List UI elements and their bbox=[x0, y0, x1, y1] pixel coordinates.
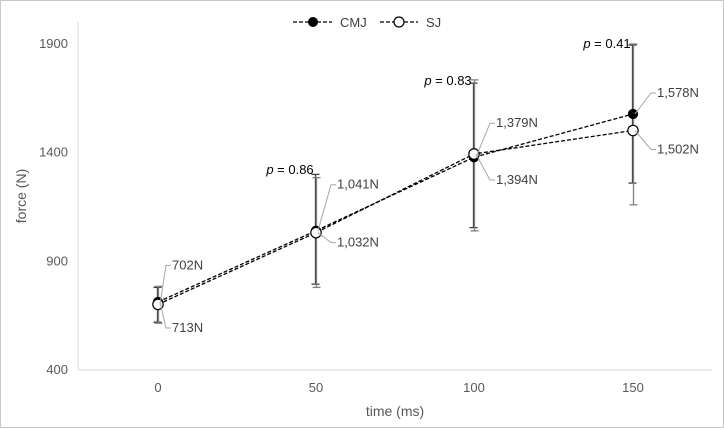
x-tick-label: 50 bbox=[309, 380, 323, 395]
data-label-cmj: 1,041N bbox=[337, 177, 379, 192]
x-tick-label: 0 bbox=[154, 380, 161, 395]
data-label-sj: 1,032N bbox=[337, 235, 379, 250]
data-point-sj bbox=[627, 124, 639, 137]
x-tick-label: 150 bbox=[622, 380, 644, 395]
label-leader-line bbox=[634, 92, 656, 115]
label-leader-line bbox=[317, 232, 336, 244]
label-leader-line bbox=[159, 301, 171, 329]
data-label-cmj: 713N bbox=[172, 320, 203, 335]
series-layer bbox=[152, 108, 639, 311]
data-label-cmj: 1,578N bbox=[657, 85, 699, 100]
label-leader-line bbox=[475, 122, 495, 158]
legend-sj-label: SJ bbox=[426, 15, 441, 30]
y-tick-label: 900 bbox=[46, 253, 68, 268]
legend-cmj-marker bbox=[308, 17, 318, 27]
x-axis-title: time (ms) bbox=[366, 403, 424, 419]
label-leader-line bbox=[634, 130, 656, 150]
data-label-sj: 1,394N bbox=[496, 172, 538, 187]
series-line-cmj bbox=[157, 113, 634, 303]
data-point-cmj bbox=[627, 108, 639, 120]
legend: CMJ SJ bbox=[293, 15, 441, 30]
y-tick-label: 1900 bbox=[39, 36, 68, 51]
p-value-text: = 0.86 bbox=[274, 162, 314, 177]
label-leader-line bbox=[159, 264, 171, 305]
ticks-layer: 400 900 1400 1900 0 50 100 150 bbox=[39, 36, 644, 395]
series-line-sj bbox=[157, 129, 634, 305]
p-value-text: = 0.41 bbox=[591, 36, 631, 51]
data-label-cmj: 1,379N bbox=[496, 115, 538, 130]
data-label-sj: 1,502N bbox=[657, 141, 699, 156]
label-layer: 713N 1,041N 1,379N 1,578N 702N 1,032N 1,394N 1,… bbox=[172, 85, 699, 335]
x-tick-label: 100 bbox=[463, 380, 485, 395]
legend-sj-marker bbox=[393, 16, 405, 28]
p-value-text: = 0.83 bbox=[432, 73, 472, 88]
p-symbol: p bbox=[423, 73, 431, 88]
p-value-annotation: p = 0.86 bbox=[265, 162, 313, 177]
p-symbol: p bbox=[265, 162, 273, 177]
errorbar-layer bbox=[153, 43, 638, 324]
annotation-layer: p = 0.86p = 0.83p = 0.41 bbox=[265, 36, 630, 177]
p-symbol: p bbox=[582, 36, 590, 51]
p-value-annotation: p = 0.83 bbox=[423, 73, 471, 88]
y-tick-label: 1400 bbox=[39, 145, 68, 160]
data-point-sj bbox=[310, 226, 322, 239]
label-leader-line bbox=[475, 153, 495, 181]
y-tick-label: 400 bbox=[46, 362, 68, 377]
legend-cmj-label: CMJ bbox=[340, 15, 367, 30]
label-leader-line bbox=[317, 184, 336, 231]
leader-layer bbox=[159, 92, 656, 329]
p-value-annotation: p = 0.41 bbox=[582, 36, 630, 51]
data-label-sj: 702N bbox=[172, 257, 203, 272]
y-axis-title: force (N) bbox=[13, 169, 29, 223]
